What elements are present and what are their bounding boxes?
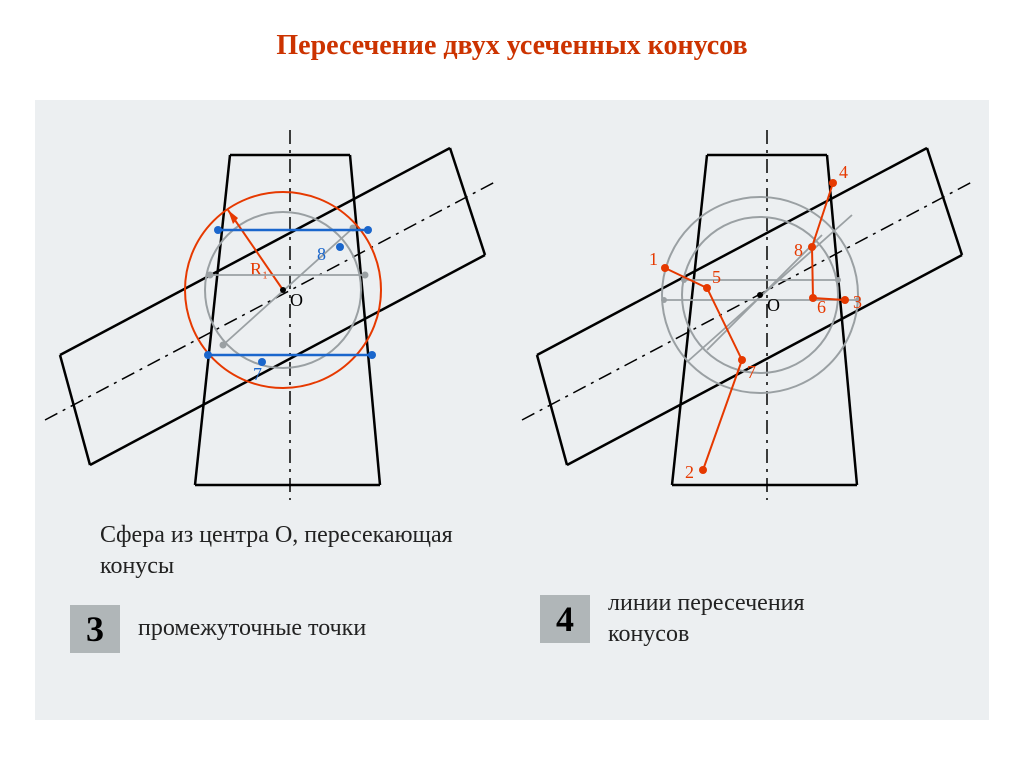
left-center-dot	[280, 287, 286, 293]
step-4-caption: 4 линии пересечения конусов	[540, 588, 868, 650]
right-diagram: 1 2 3 4 5 6 7	[512, 100, 982, 515]
point-8	[336, 243, 344, 251]
svg-text:5: 5	[712, 267, 721, 287]
left-grey-chord-o	[223, 228, 353, 345]
right-vertical-cone	[672, 155, 857, 485]
left-diagram: R₁ О 8 7	[35, 100, 505, 515]
blue-dot	[368, 351, 376, 359]
label-7: 7	[253, 364, 262, 384]
step-4-box: 4	[540, 595, 590, 643]
right-point-1: 1	[649, 249, 669, 272]
svg-text:6: 6	[817, 297, 826, 317]
grey-dot	[362, 272, 369, 279]
step-4-text: линии пересечения конусов	[608, 588, 868, 650]
grey-dot	[220, 342, 227, 349]
blue-dot	[214, 226, 222, 234]
step-3-text: промежуточные точки	[138, 613, 366, 644]
page-title: Пересечение двух усеченных конусов	[0, 0, 1024, 82]
svg-text:8: 8	[794, 240, 803, 260]
grey-dot	[835, 277, 841, 283]
radius-label: R₁	[250, 259, 268, 279]
left-oblique-axis	[45, 182, 495, 420]
right-center-dot	[757, 292, 763, 298]
left-oblique-cone	[60, 148, 485, 465]
left-vertical-cone	[195, 155, 380, 485]
blue-dot	[204, 351, 212, 359]
grey-dot	[661, 297, 667, 303]
left-O-label: О	[290, 290, 303, 310]
diagram-panel: R₁ О 8 7	[35, 100, 989, 720]
right-point-3: 3	[841, 292, 862, 312]
right-point-4: 4	[829, 162, 848, 187]
label-8: 8	[317, 244, 326, 264]
right-point-2: 2	[685, 462, 707, 482]
right-O-label: О	[767, 295, 780, 315]
right-point-6: 6	[809, 294, 826, 317]
svg-text:3: 3	[853, 292, 862, 312]
step-3-caption: 3 промежуточные точки	[70, 605, 366, 653]
svg-text:1: 1	[649, 249, 658, 269]
blue-dot	[364, 226, 372, 234]
right-grey-chord-4	[707, 235, 822, 350]
sphere-caption: Сфера из центра О, пересекающая конусы	[100, 520, 460, 582]
grey-dot	[207, 272, 214, 279]
sphere-caption-text: Сфера из центра О, пересекающая конусы	[100, 522, 453, 579]
svg-text:7: 7	[747, 362, 756, 382]
svg-text:4: 4	[839, 162, 848, 182]
right-point-7: 7	[738, 356, 756, 382]
step-3-box: 3	[70, 605, 120, 653]
svg-text:2: 2	[685, 462, 694, 482]
